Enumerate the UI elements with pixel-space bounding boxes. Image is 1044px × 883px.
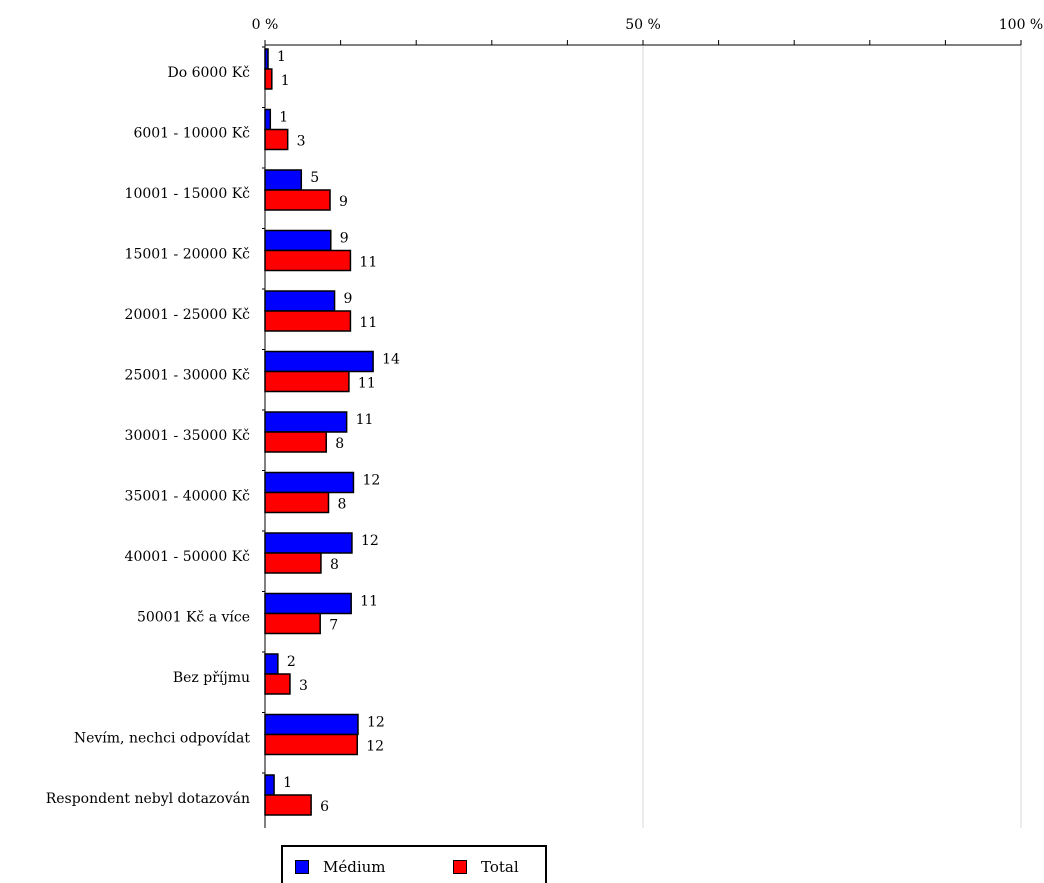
category-label: 10001 - 15000 Kč: [125, 186, 251, 202]
bar-total: [264, 673, 291, 695]
data-label-total: 9: [339, 194, 348, 210]
data-label-medium: 11: [360, 594, 378, 610]
bar-medium: [264, 108, 272, 131]
category-label: 50001 Kč a více: [137, 610, 250, 626]
x-tick-label: 0 %: [252, 17, 279, 33]
data-label-total: 8: [335, 436, 344, 452]
bar-total: [264, 249, 352, 272]
bar-medium: [264, 774, 275, 796]
x-tick-label: 100 %: [999, 17, 1043, 33]
data-label-total: 11: [359, 255, 377, 271]
bar-total: [264, 431, 327, 453]
data-label-total: 11: [358, 376, 376, 392]
category-label: Respondent nebyl dotazován: [46, 791, 250, 807]
category-label: 20001 - 25000 Kč: [125, 307, 251, 323]
gridlines: [642, 45, 1022, 828]
bar-total: [264, 68, 273, 90]
legend: Médium Total: [281, 845, 547, 883]
legend-label-medium: Médium: [323, 858, 386, 876]
bar-medium: [264, 290, 336, 312]
data-label-total: 12: [366, 739, 384, 755]
bar-medium: [264, 471, 355, 494]
bar-medium: [264, 229, 332, 252]
bar-medium: [264, 169, 303, 191]
data-label-medium: 9: [340, 231, 349, 247]
data-label-medium: 9: [344, 291, 353, 307]
category-label: 15001 - 20000 Kč: [125, 247, 251, 263]
data-label-medium: 5: [310, 170, 319, 186]
data-label-total: 8: [338, 497, 347, 513]
bar-medium: [264, 48, 269, 70]
data-label-total: 3: [299, 678, 308, 694]
data-label-total: 7: [329, 618, 338, 634]
category-label: Nevím, nechci odpovídat: [74, 731, 251, 747]
bar-total: [264, 189, 331, 211]
category-label: 6001 - 10000 Kč: [133, 126, 250, 142]
bar-total: [264, 310, 352, 332]
bar-medium: [264, 653, 279, 675]
legend-item-medium: Médium: [295, 858, 386, 876]
bar-medium: [264, 350, 374, 373]
data-label-total: 3: [297, 134, 306, 150]
bars: [264, 48, 374, 816]
data-label-medium: 14: [382, 352, 400, 368]
bar-total: [264, 794, 312, 816]
data-label-total: 11: [359, 315, 377, 331]
data-label-medium: 12: [361, 533, 379, 549]
category-label: 35001 - 40000 Kč: [125, 489, 251, 505]
data-label-medium: 2: [287, 654, 296, 670]
data-label-medium: 12: [367, 715, 385, 731]
bar-total: [264, 491, 330, 514]
bar-total: [264, 128, 289, 151]
x-tick-label: 50 %: [625, 17, 661, 33]
data-label-medium: 1: [277, 49, 286, 65]
legend-label-total: Total: [481, 858, 519, 876]
category-labels: Do 6000 Kč 6001 - 10000 Kč 10001 - 15000 K…: [46, 65, 251, 807]
legend-swatch-total: [453, 860, 467, 874]
category-label: Bez příjmu: [173, 670, 250, 686]
data-label-medium: 12: [362, 473, 380, 489]
bar-medium: [264, 411, 348, 433]
bar-total: [264, 612, 321, 635]
bar-medium: [264, 592, 352, 615]
data-label-medium: 1: [283, 775, 292, 791]
bar-medium: [264, 532, 353, 554]
data-label-total: 6: [320, 799, 329, 815]
data-label-total: 1: [281, 73, 290, 89]
bar-total: [264, 370, 350, 393]
bar-total: [264, 733, 358, 756]
bar-medium: [264, 713, 359, 736]
legend-item-total: Total: [453, 858, 519, 876]
category-label: 30001 - 35000 Kč: [125, 428, 251, 444]
data-label-total: 8: [330, 557, 339, 573]
data-label-medium: 11: [356, 412, 374, 428]
category-label: 40001 - 50000 Kč: [125, 549, 251, 565]
bar-total: [264, 552, 322, 574]
category-label: Do 6000 Kč: [168, 65, 251, 81]
legend-swatch-medium: [295, 860, 309, 874]
category-label: 25001 - 30000 Kč: [125, 368, 251, 384]
data-label-medium: 1: [279, 110, 288, 126]
